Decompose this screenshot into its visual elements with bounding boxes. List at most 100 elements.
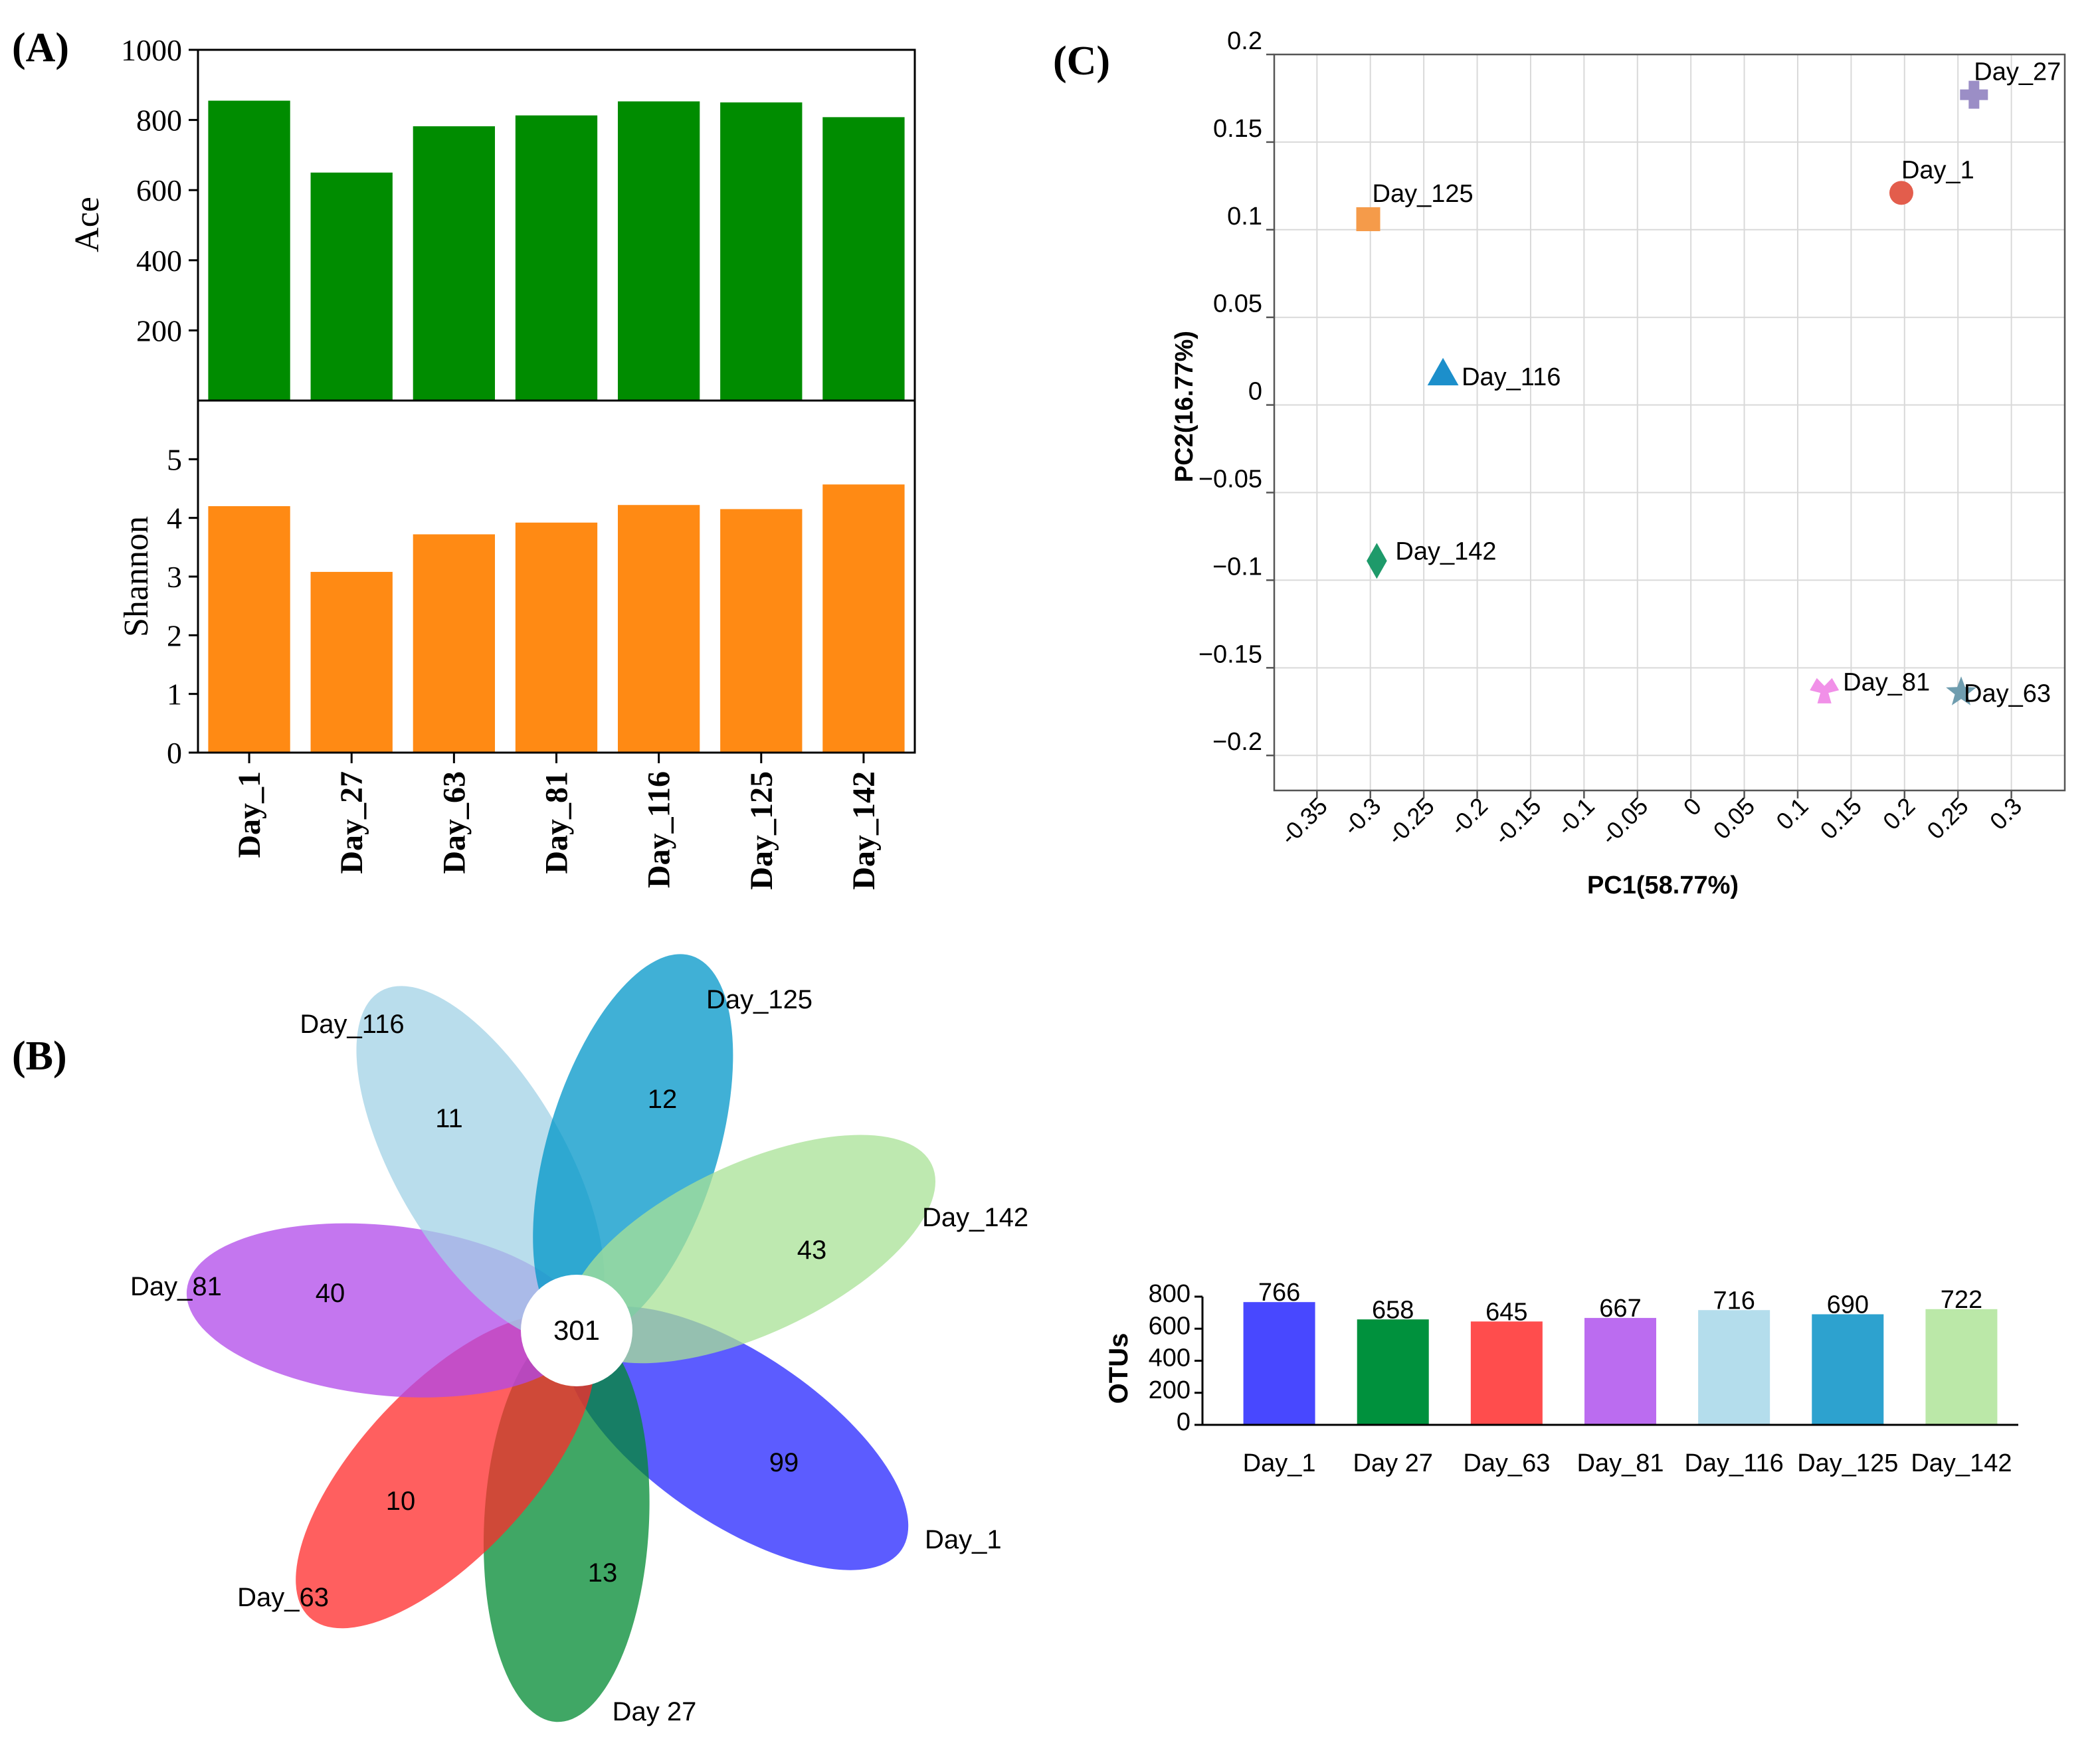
petal-value-day_81: 40 bbox=[316, 1279, 345, 1308]
pcoa-ytick-label: 0.15 bbox=[1213, 115, 1262, 143]
pcoa-ytick-label: 0.1 bbox=[1227, 203, 1262, 230]
ace-bar-day_125 bbox=[720, 102, 803, 401]
xtick-label-day_116: Day_116 bbox=[642, 771, 677, 888]
petal-value-day_142: 43 bbox=[797, 1236, 827, 1265]
shannon-bar-day_116 bbox=[617, 505, 700, 753]
ace-ylabel: Ace bbox=[68, 197, 106, 252]
otus-value-label: 722 bbox=[1941, 1286, 1982, 1314]
xtick-label-day_27: Day_27 bbox=[334, 771, 369, 874]
xtick-label-day_1: Day_1 bbox=[232, 771, 267, 858]
petal-value-day-27: 13 bbox=[588, 1558, 618, 1588]
panel-a-label: (A) bbox=[12, 25, 69, 70]
pcoa-xtick-label: -0.1 bbox=[1551, 792, 1600, 841]
pcoa-xtick-label: 0 bbox=[1678, 792, 1707, 821]
petal-label-day_63: Day_63 bbox=[237, 1583, 329, 1612]
otus-value-label: 690 bbox=[1827, 1291, 1869, 1319]
petal-day_63 bbox=[296, 1314, 595, 1629]
otus-value-label: 658 bbox=[1372, 1296, 1414, 1324]
venn-center-value: 301 bbox=[553, 1315, 600, 1346]
pcoa-xlabel: PC1(58.77%) bbox=[1587, 872, 1739, 899]
pcoa-xtick-label: 0.2 bbox=[1877, 792, 1920, 835]
pcoa-chart: PC1(58.77%) PC2(16.77%) 0.20.150.10.050−… bbox=[1171, 27, 2066, 899]
pcoa-xtick-label: -0.15 bbox=[1489, 792, 1547, 850]
otus-ytick-label: 400 bbox=[1149, 1344, 1191, 1372]
otus-xtick-label-day_63: Day_63 bbox=[1463, 1449, 1550, 1477]
pcoa-ytick-label: −0.2 bbox=[1212, 728, 1262, 756]
petal-label-day-27: Day 27 bbox=[613, 1697, 697, 1726]
otus-ytick-label: 800 bbox=[1149, 1280, 1191, 1308]
ace-ytick-label: 400 bbox=[136, 244, 182, 278]
shannon-bar-day_63 bbox=[413, 534, 496, 753]
xtick-label-day_81: Day_81 bbox=[539, 771, 575, 874]
pcoa-frame bbox=[1273, 53, 2066, 792]
shannon-bar-day_27 bbox=[310, 571, 393, 753]
pcoa-ytick-label: −0.15 bbox=[1198, 640, 1262, 668]
pcoa-xtick-label: -0.3 bbox=[1338, 792, 1386, 841]
pcoa-point-day_27 bbox=[1960, 80, 1988, 109]
ace-ytick-label: 600 bbox=[136, 173, 182, 207]
pcoa-xtick-label: -0.2 bbox=[1444, 792, 1493, 841]
pcoa-ytick-label: 0.2 bbox=[1227, 27, 1262, 55]
otus-ylabel: OTUs bbox=[1104, 1333, 1133, 1404]
pcoa-point-label-day_142: Day_142 bbox=[1395, 537, 1496, 565]
panel-c-label: (C) bbox=[1053, 39, 1110, 84]
ace-bar-day_63 bbox=[413, 126, 496, 401]
petal-label-day_116: Day_116 bbox=[300, 1010, 404, 1039]
otus-bar-day_63 bbox=[1470, 1321, 1543, 1425]
pcoa-ytick-label: −0.1 bbox=[1212, 553, 1262, 581]
otus-ytick-label: 600 bbox=[1149, 1312, 1191, 1340]
pcoa-xtick-label: -0.35 bbox=[1275, 792, 1333, 850]
petal-day_1 bbox=[564, 1306, 909, 1570]
ace-chart: Ace 200 400 600 800 1000 bbox=[68, 33, 916, 402]
petal-value-day_116: 11 bbox=[435, 1104, 463, 1133]
pcoa-xtick-label: 0.3 bbox=[1984, 792, 2027, 835]
ace-bar-day_1 bbox=[208, 100, 290, 401]
otus-ytick-label: 200 bbox=[1149, 1376, 1191, 1404]
pcoa-point-label-day_27: Day_27 bbox=[1974, 58, 2061, 86]
ace-bar-day_27 bbox=[310, 172, 393, 401]
pcoa-ytick-label: 0 bbox=[1248, 378, 1262, 406]
pcoa-xtick-label: 0.25 bbox=[1921, 792, 1974, 845]
otus-value-label: 667 bbox=[1599, 1295, 1641, 1323]
venn-chart: 99 Day_1 13 Day 27 10 Day_63 40 Day_81 11 Day_116… bbox=[130, 954, 1028, 1726]
pcoa-xtick-label: -0.25 bbox=[1382, 792, 1440, 850]
pcoa-point-day_142 bbox=[1367, 543, 1387, 579]
petal-value-day_125: 12 bbox=[648, 1085, 678, 1114]
petal-value-day_1: 99 bbox=[769, 1448, 799, 1477]
otus-value-label: 716 bbox=[1713, 1287, 1755, 1315]
otus-chart: OTUs 766 Day_1 658 Day 27 645 Day_63 667 Day_81… bbox=[1104, 1279, 2018, 1477]
pcoa-point-day_1 bbox=[1889, 181, 1913, 205]
pcoa-xtick-label: 0.15 bbox=[1814, 792, 1867, 845]
otus-bar-day_81 bbox=[1584, 1318, 1656, 1425]
pcoa-xtick-label: 0.1 bbox=[1770, 792, 1813, 835]
petal-label-day_142: Day_142 bbox=[922, 1203, 1028, 1232]
pcoa-point-label-day_63: Day_63 bbox=[1964, 680, 2051, 707]
venn-center bbox=[521, 1275, 632, 1386]
pcoa-point-day_116 bbox=[1427, 357, 1459, 386]
shannon-bar-day_142 bbox=[822, 484, 905, 753]
panel-b-label: (B) bbox=[12, 1034, 67, 1079]
shannon-bar-day_1 bbox=[208, 506, 290, 753]
ace-ytick-label: 800 bbox=[136, 104, 182, 138]
pcoa-point-label-day_125: Day_125 bbox=[1373, 180, 1474, 208]
otus-bar-day_125 bbox=[1812, 1314, 1884, 1425]
petal-label-day_81: Day_81 bbox=[130, 1272, 222, 1301]
otus-xtick-label-day_81: Day_81 bbox=[1577, 1449, 1664, 1477]
otus-ytick-label: 0 bbox=[1177, 1408, 1191, 1436]
ace-bar-day_142 bbox=[822, 117, 905, 401]
otus-xtick-label-day_116: Day_116 bbox=[1684, 1449, 1783, 1477]
petal-label-day_125: Day_125 bbox=[706, 985, 812, 1014]
ace-bar-day_116 bbox=[617, 101, 700, 401]
pcoa-point-label-day_1: Day_1 bbox=[1901, 156, 1974, 184]
petal-label-day_1: Day_1 bbox=[925, 1525, 1002, 1554]
otus-xtick-label-day_142: Day_142 bbox=[1911, 1449, 2012, 1477]
shannon-ytick-label: 0 bbox=[167, 736, 182, 770]
shannon-bar-day_125 bbox=[720, 509, 803, 753]
pcoa-ytick-label: 0.05 bbox=[1213, 290, 1262, 318]
pcoa-point-label-day_116: Day_116 bbox=[1462, 363, 1561, 391]
shannon-ytick-label: 4 bbox=[167, 502, 182, 535]
ace-ytick-label: 1000 bbox=[121, 33, 182, 67]
pcoa-point-day_81 bbox=[1810, 678, 1840, 703]
petal-value-day_63: 10 bbox=[386, 1487, 416, 1516]
